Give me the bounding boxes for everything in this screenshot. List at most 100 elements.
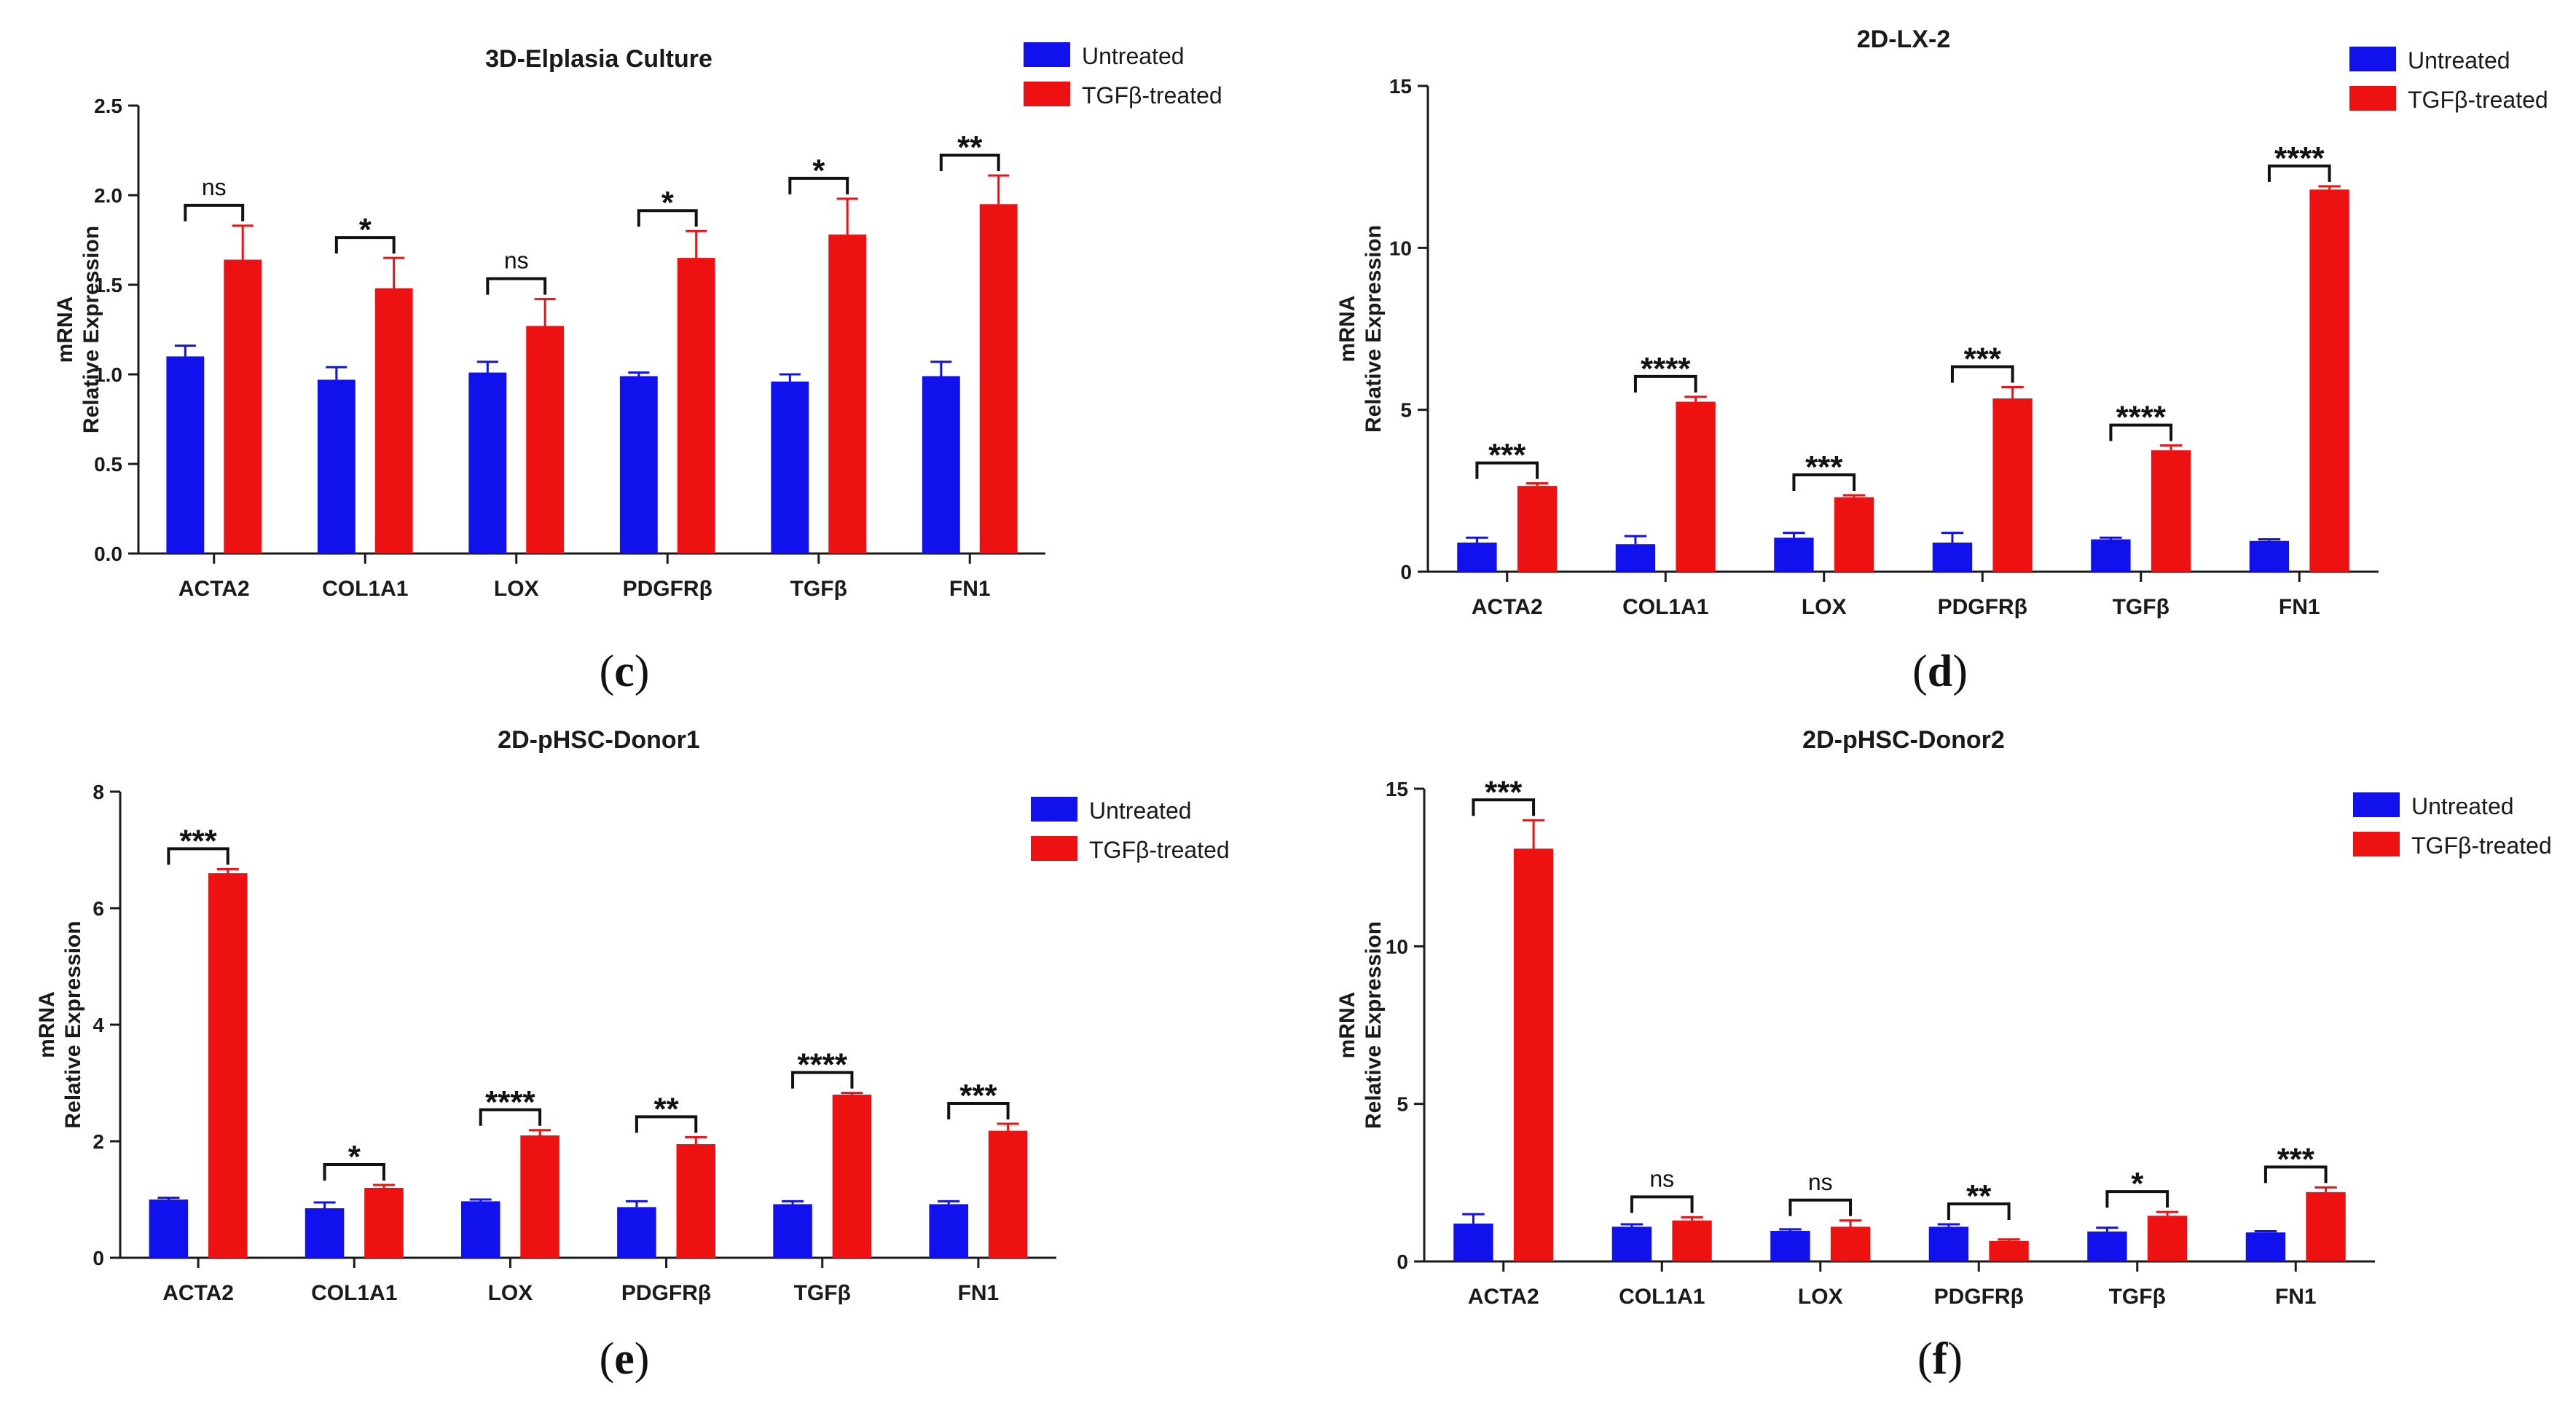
x-tick-label: PDGFRβ bbox=[621, 1281, 711, 1305]
x-tick-label: TGFβ bbox=[790, 577, 847, 601]
bar-treated bbox=[1989, 1240, 2029, 1261]
y-tick-label: 10 bbox=[1386, 935, 1408, 958]
y-tick-label: 0 bbox=[1397, 1251, 1408, 1273]
legend-swatch bbox=[1031, 797, 1077, 822]
bar-treated bbox=[1834, 497, 1874, 572]
y-tick-label: 5 bbox=[1397, 1093, 1408, 1116]
y-axis-label-line: mRNA bbox=[35, 991, 59, 1058]
x-tick-label: COL1A1 bbox=[311, 1281, 397, 1305]
significance-label: *** bbox=[1485, 774, 1523, 810]
y-tick-label: 1.0 bbox=[94, 363, 122, 386]
legend-swatch bbox=[2349, 47, 2396, 71]
significance-bracket bbox=[2263, 1165, 2328, 1183]
bar-untreated bbox=[2087, 1231, 2127, 1261]
x-tick-label: ACTA2 bbox=[1468, 1285, 1539, 1309]
bar-treated bbox=[2309, 189, 2349, 572]
chart-panel-f: 2D-pHSC-Donor2 0 5 10 15 mRNA Relative Express… bbox=[1335, 726, 2552, 1309]
significance-bracket bbox=[1630, 1195, 1694, 1213]
bar-untreated bbox=[305, 1208, 345, 1258]
legend-swatch bbox=[2349, 86, 2396, 111]
x-tick-label: FN1 bbox=[2275, 1285, 2317, 1309]
chart-title: 2D-LX-2 bbox=[1857, 25, 1950, 53]
x-tick-label: FN1 bbox=[2279, 595, 2320, 619]
panel-letter-c: c bbox=[614, 647, 635, 696]
legend-swatch bbox=[1024, 42, 1070, 67]
bar-treated bbox=[2147, 1216, 2188, 1261]
x-tick-label: FN1 bbox=[958, 1281, 1000, 1305]
significance-label: **** bbox=[1641, 351, 1691, 387]
legend-label: TGFβ-treated bbox=[2411, 832, 2552, 859]
significance-bracket bbox=[637, 209, 698, 227]
legend-label: TGFβ-treated bbox=[1089, 837, 1230, 863]
y-tick-label: 0 bbox=[1400, 561, 1412, 583]
legend-label: Untreated bbox=[1082, 43, 1185, 69]
legend-swatch bbox=[2353, 792, 2400, 817]
bar-untreated bbox=[929, 1204, 968, 1258]
significance-bracket bbox=[1947, 1202, 2011, 1220]
significance-label: ** bbox=[957, 130, 983, 165]
significance-label: * bbox=[348, 1139, 361, 1175]
y-tick-label: 0.0 bbox=[94, 543, 122, 565]
bar-untreated bbox=[773, 1204, 812, 1258]
legend-label: Untreated bbox=[1089, 797, 1192, 824]
bar-treated bbox=[1676, 401, 1716, 572]
bar-treated bbox=[676, 1144, 716, 1258]
significance-bracket bbox=[788, 176, 849, 194]
significance-bracket bbox=[184, 203, 245, 221]
y-axis-label-line: Relative Expression bbox=[61, 921, 85, 1128]
legend-label: Untreated bbox=[2408, 47, 2510, 74]
significance-label: ** bbox=[653, 1091, 679, 1127]
legend-swatch bbox=[1031, 836, 1077, 861]
x-tick-label: PDGFRβ bbox=[1938, 595, 2027, 619]
significance-label: **** bbox=[2116, 400, 2167, 436]
significance-label: * bbox=[812, 153, 825, 189]
y-axis-label-line: Relative Expression bbox=[1362, 921, 1386, 1129]
significance-label: * bbox=[359, 212, 372, 248]
significance-label: ns bbox=[202, 174, 227, 200]
x-tick-label: TGFβ bbox=[2113, 595, 2169, 619]
panel-letter-d: d bbox=[1928, 647, 1952, 696]
significance-label: *** bbox=[179, 823, 217, 859]
y-tick-label: 6 bbox=[93, 897, 104, 920]
y-tick-label: 5 bbox=[1400, 399, 1412, 422]
y-axis-label: mRNA Relative Expression bbox=[35, 921, 85, 1128]
y-tick-label: 2.0 bbox=[94, 184, 122, 207]
y-axis-label-line: Relative Expression bbox=[79, 226, 103, 433]
significance-bracket bbox=[791, 1071, 854, 1089]
significance-bracket bbox=[1475, 461, 1539, 479]
chart-title: 3D-Elplasia Culture bbox=[485, 45, 712, 73]
significance-label: *** bbox=[959, 1078, 997, 1114]
significance-label: ns bbox=[1808, 1169, 1833, 1195]
bar-treated bbox=[2151, 450, 2191, 572]
y-tick-label: 0 bbox=[93, 1247, 104, 1269]
significance-label: **** bbox=[485, 1084, 535, 1120]
significance-label: * bbox=[2131, 1166, 2144, 1202]
significance-label: **** bbox=[798, 1047, 848, 1083]
y-axis-label: mRNA Relative Expression bbox=[1335, 225, 1386, 433]
bar-untreated bbox=[1774, 537, 1814, 572]
bar-untreated bbox=[2249, 540, 2290, 572]
x-tick-label: LOX bbox=[494, 577, 539, 601]
y-tick-label: 2.5 bbox=[94, 95, 122, 117]
legend-label: TGFβ-treated bbox=[2408, 87, 2548, 113]
significance-label: *** bbox=[1488, 438, 1526, 473]
bar-untreated bbox=[1453, 1224, 1493, 1261]
y-tick-label: 8 bbox=[93, 781, 104, 803]
significance-bracket bbox=[479, 1108, 542, 1126]
bar-untreated bbox=[460, 1201, 500, 1258]
significance-label: ns bbox=[1649, 1165, 1674, 1192]
legend-swatch bbox=[1024, 82, 1070, 106]
y-axis-label-line: mRNA bbox=[1335, 992, 1359, 1059]
bar-treated bbox=[988, 1130, 1028, 1258]
significance-bracket bbox=[486, 277, 547, 295]
legend-label: Untreated bbox=[2411, 793, 2514, 819]
bar-treated bbox=[208, 873, 248, 1258]
y-tick-label: 0.5 bbox=[94, 453, 122, 476]
bar-untreated bbox=[1928, 1226, 1969, 1261]
bar-treated bbox=[374, 288, 413, 554]
significance-bracket bbox=[1950, 365, 2014, 383]
bar-untreated bbox=[149, 1200, 189, 1258]
bar-treated bbox=[1830, 1226, 1871, 1261]
x-tick-label: TGFβ bbox=[2109, 1285, 2166, 1309]
bar-untreated bbox=[166, 356, 205, 554]
